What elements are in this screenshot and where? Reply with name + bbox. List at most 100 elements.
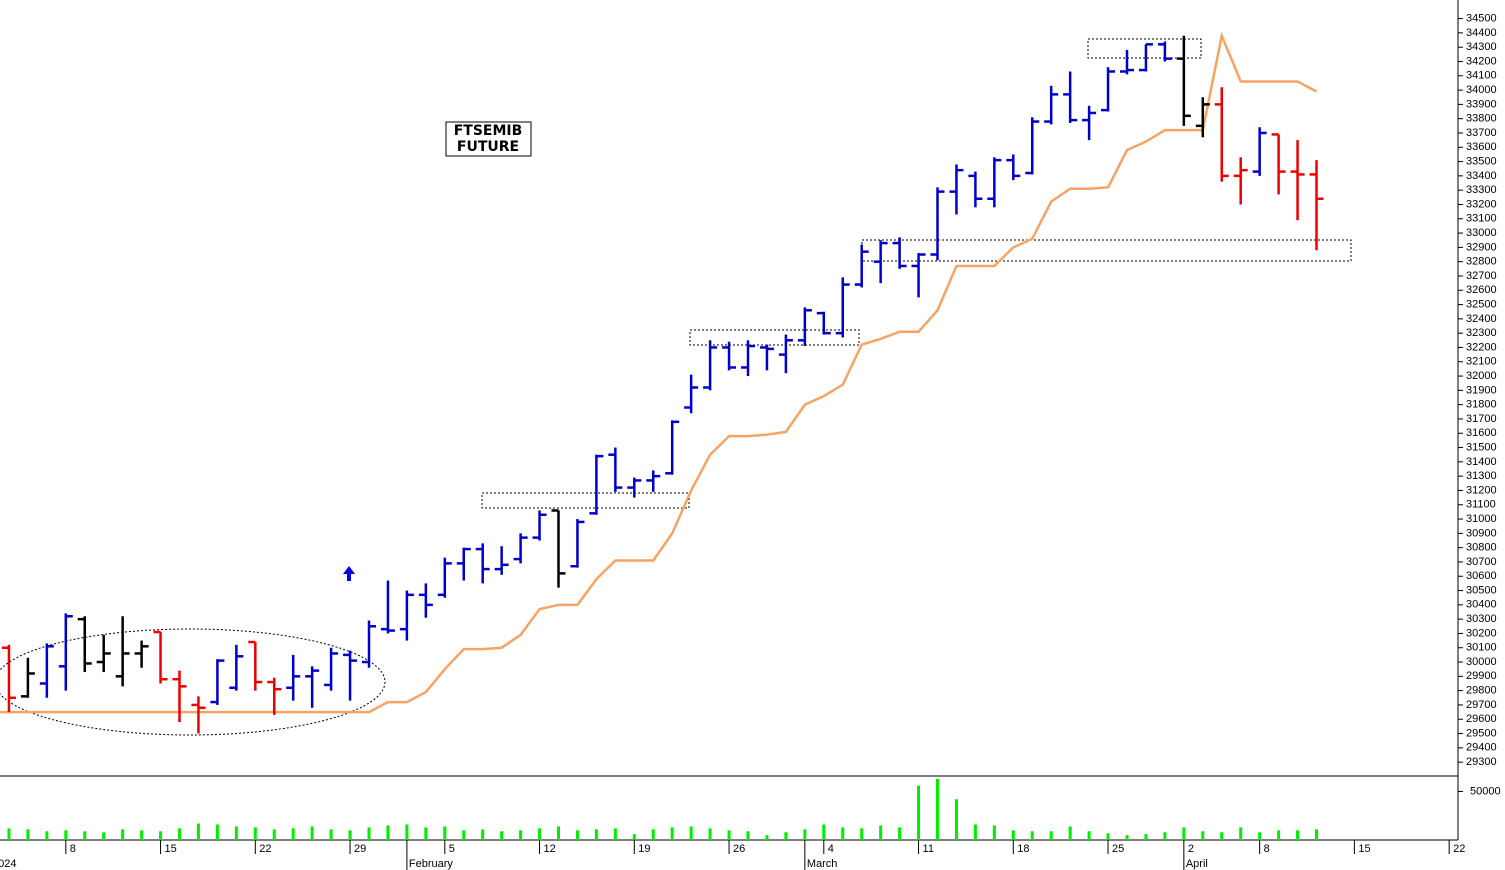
x-tick-label: 29 — [354, 843, 366, 855]
volume-bar — [272, 829, 276, 840]
annotation-box — [445, 121, 532, 157]
volume-bar — [613, 828, 617, 840]
y-tick-label: 34000 — [1466, 84, 1497, 96]
volume-bar — [1277, 830, 1281, 840]
y-tick-label: 31000 — [1466, 513, 1497, 525]
volume-bar — [45, 831, 49, 840]
volume-bar — [841, 827, 845, 840]
volume-bar — [310, 826, 314, 840]
volume-bar — [7, 828, 11, 840]
y-tick-label: 31700 — [1466, 413, 1497, 425]
volume-bar — [367, 827, 371, 840]
volume-tick-label: 50000 — [1470, 785, 1501, 797]
y-tick-label: 33900 — [1466, 98, 1497, 110]
y-tick-label: 34500 — [1466, 12, 1497, 24]
y-tick-label: 30900 — [1466, 527, 1497, 539]
volume-bar — [784, 832, 788, 840]
x-tick-label: 22 — [1453, 843, 1465, 855]
x-tick-label: 5 — [449, 843, 455, 855]
volume-bar — [121, 829, 125, 840]
volume-bar — [1296, 830, 1300, 840]
volume-bar — [196, 823, 200, 840]
volume-bar — [803, 829, 807, 840]
x-tick-label: 12 — [544, 843, 556, 855]
volume-bar — [1087, 831, 1091, 840]
volume-bar — [651, 829, 655, 840]
volume-bar — [689, 826, 693, 840]
x-tick-label: 26 — [733, 843, 745, 855]
volume-bar — [178, 828, 181, 840]
x-tick-label: 15 — [165, 843, 177, 855]
volume-bar — [1182, 827, 1186, 840]
volume-bar — [1220, 832, 1224, 840]
y-tick-label: 33200 — [1466, 198, 1497, 210]
y-tick-label: 29500 — [1466, 727, 1497, 739]
volume-bar — [879, 825, 883, 840]
y-tick-label: 31100 — [1466, 499, 1496, 511]
y-tick-label: 30500 — [1466, 584, 1497, 596]
volume-bar — [1201, 831, 1205, 840]
volume-bar — [954, 799, 958, 840]
volume-bar — [992, 825, 996, 840]
y-tick-label: 30100 — [1466, 642, 1497, 654]
volume-bar — [1049, 831, 1053, 840]
volume-bar — [575, 830, 579, 840]
y-tick-label: 29700 — [1466, 699, 1497, 711]
y-tick-label: 32200 — [1466, 341, 1497, 353]
x-tick-label: 11 — [923, 843, 934, 855]
x-tick-label: 2 — [1188, 843, 1194, 855]
y-tick-label: 31800 — [1466, 399, 1497, 411]
volume-bar — [670, 827, 674, 840]
annotation: FUTURE — [457, 139, 519, 155]
month-label: February — [409, 858, 454, 870]
month-label: 2024 — [0, 858, 16, 870]
highlight-zone — [481, 492, 690, 509]
y-tick-label: 29600 — [1466, 713, 1497, 725]
y-tick-label: 31900 — [1466, 384, 1497, 396]
volume-bar — [64, 830, 68, 840]
volume-bar — [538, 828, 542, 840]
volume-bar — [348, 830, 352, 840]
highlight-ellipse — [0, 628, 386, 736]
y-tick-label: 32400 — [1466, 313, 1497, 325]
volume-bar — [936, 778, 939, 840]
volume-bar — [405, 824, 409, 840]
volume-bar — [708, 828, 712, 840]
volume-bar — [26, 829, 30, 840]
y-tick-label: 34400 — [1466, 27, 1497, 39]
y-tick-label: 29900 — [1466, 670, 1497, 682]
volume-bar — [917, 785, 921, 840]
y-tick-label: 29300 — [1466, 756, 1497, 768]
x-tick-label: 18 — [1017, 843, 1029, 855]
y-tick-label: 30700 — [1466, 556, 1497, 568]
x-tick-label: 25 — [1112, 843, 1124, 855]
y-tick-label: 31600 — [1466, 427, 1497, 439]
y-tick-label: 33000 — [1466, 227, 1497, 239]
volume-bar — [253, 827, 257, 840]
volume-bar — [860, 828, 864, 840]
y-tick-label: 29800 — [1466, 685, 1497, 697]
volume-bar — [765, 835, 769, 840]
x-tick-label: 15 — [1358, 843, 1370, 855]
volume-bar — [1163, 832, 1167, 840]
x-tick-label: 22 — [259, 843, 271, 855]
y-tick-label: 30800 — [1466, 542, 1497, 554]
volume-bar — [1068, 826, 1072, 840]
y-tick-label: 33700 — [1466, 127, 1497, 139]
y-tick-label: 32800 — [1466, 256, 1497, 268]
volume-bar — [291, 828, 295, 840]
volume-bar — [1106, 833, 1110, 840]
volume-bar — [1011, 830, 1015, 840]
y-tick-label: 29400 — [1466, 742, 1497, 754]
x-tick-label: 4 — [828, 843, 834, 855]
volume-bar — [632, 834, 636, 840]
y-tick-label: 32100 — [1466, 356, 1497, 368]
y-tick-label: 33300 — [1466, 184, 1497, 196]
y-tick-label: 34100 — [1466, 70, 1497, 82]
volume-bar — [140, 830, 144, 840]
volume-bar — [1239, 827, 1243, 840]
highlight-zone — [689, 329, 860, 346]
y-tick-label: 34300 — [1466, 41, 1497, 53]
